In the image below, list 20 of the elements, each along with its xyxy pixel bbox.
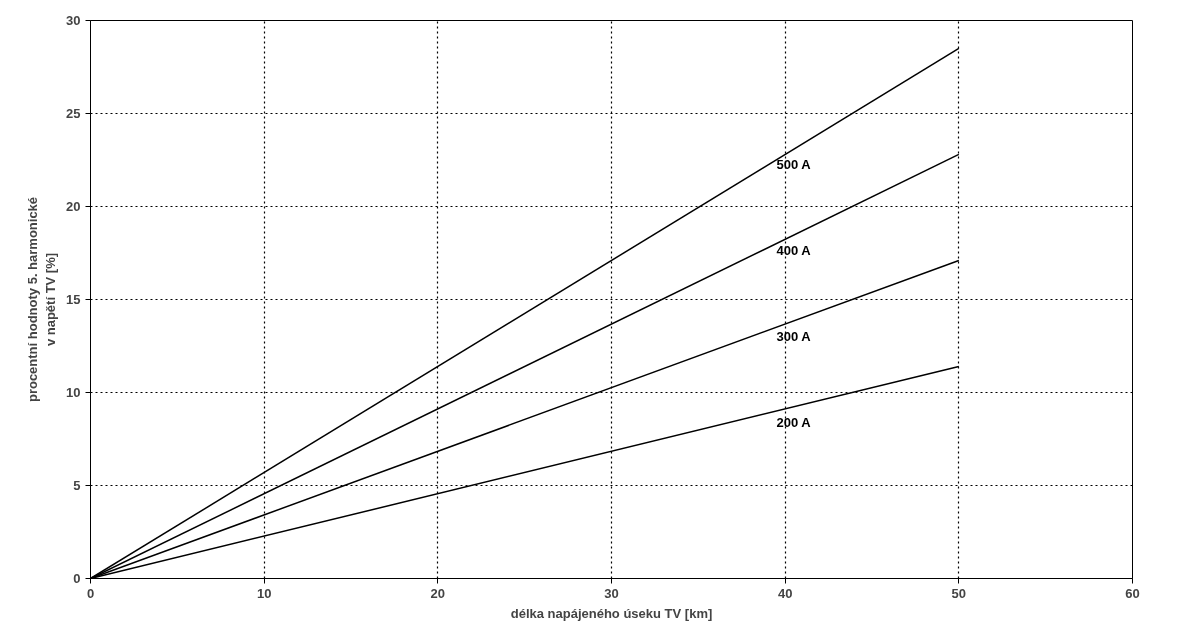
x-axis-title: délka napájeného úseku TV [km] bbox=[510, 605, 713, 621]
y-tick-label: 20 bbox=[66, 199, 81, 214]
series-label: 200 A bbox=[776, 414, 812, 430]
y-tick-label: 30 bbox=[66, 13, 81, 28]
y-tick-label: 5 bbox=[73, 478, 81, 493]
series-label: 400 A bbox=[776, 243, 812, 258]
series-label: 500 A bbox=[776, 157, 812, 173]
y-tick-label: 0 bbox=[73, 571, 81, 586]
x-tick-label: 30 bbox=[604, 585, 619, 601]
y-tick-label: 10 bbox=[66, 385, 81, 400]
x-tick-label: 40 bbox=[777, 585, 793, 601]
y-tick-label: 15 bbox=[66, 292, 81, 307]
x-tick-label: 0 bbox=[86, 585, 95, 601]
y-axis-title: procentní hodnoty 5. harmonické v napětí TV [%] bbox=[25, 196, 59, 403]
x-tick-label: 20 bbox=[430, 585, 446, 601]
x-tick-label: 10 bbox=[256, 585, 272, 601]
x-tick-label: 50 bbox=[951, 585, 967, 601]
series-label: 300 A bbox=[776, 328, 812, 344]
x-tick-label: 60 bbox=[1125, 585, 1140, 601]
y-tick-label: 25 bbox=[66, 106, 81, 121]
